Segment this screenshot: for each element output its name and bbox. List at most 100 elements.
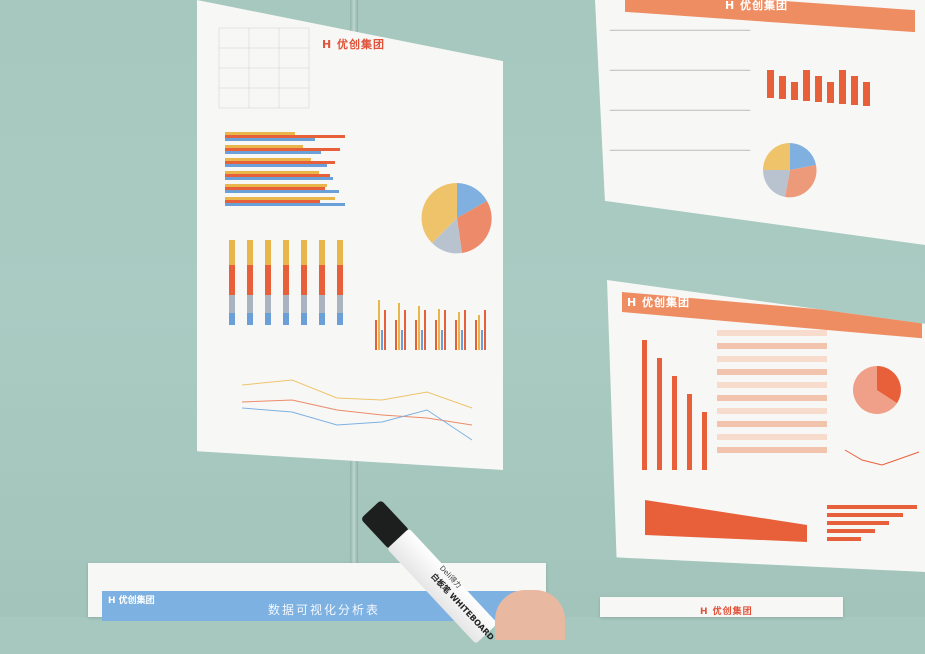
decor-mark xyxy=(464,310,466,350)
decor-mark xyxy=(229,240,235,265)
decor-mark xyxy=(609,149,751,151)
decor-mark xyxy=(717,356,827,362)
decor-mark xyxy=(791,82,798,100)
hand xyxy=(495,590,565,640)
decor-mark xyxy=(609,109,751,111)
decor-mark xyxy=(225,174,330,177)
decor-mark xyxy=(441,330,443,350)
decor-mark xyxy=(229,295,235,313)
decor-mark xyxy=(337,240,343,265)
decor-mark xyxy=(265,240,271,265)
decor-mark xyxy=(827,505,917,509)
decor-mark xyxy=(642,340,647,470)
decor-mark xyxy=(863,82,870,106)
decor-mark xyxy=(717,434,827,440)
decor-mark xyxy=(265,265,271,295)
decor-mark xyxy=(424,310,426,350)
decor-mark xyxy=(779,76,786,99)
decor-mark xyxy=(319,295,325,313)
sheet-title: 数据可视化分析表 xyxy=(268,603,381,617)
decor-mark xyxy=(247,265,253,295)
decor-mark xyxy=(247,240,253,265)
decor-mark xyxy=(401,330,403,350)
decor-mark xyxy=(767,70,774,98)
decor-mark xyxy=(301,313,307,325)
decor-mark xyxy=(283,313,289,325)
company-logo: H 优创集团 xyxy=(627,296,691,309)
decor-mark xyxy=(225,190,339,193)
decor-mark xyxy=(381,330,383,350)
decor-mark xyxy=(827,82,834,103)
decor-mark xyxy=(717,382,827,388)
decor-mark xyxy=(225,197,335,200)
decor-mark xyxy=(225,161,335,164)
decor-mark xyxy=(827,529,875,533)
decor-mark xyxy=(717,343,827,349)
chart-graphics xyxy=(642,330,920,542)
decor-mark xyxy=(418,306,420,350)
decor-mark xyxy=(225,135,345,138)
decor-mark xyxy=(815,76,822,102)
decor-mark xyxy=(444,310,446,350)
decor-mark xyxy=(319,313,325,325)
decor-mark xyxy=(225,177,333,180)
decor-mark xyxy=(225,164,327,167)
decor-mark xyxy=(839,70,846,104)
decor-mark xyxy=(247,295,253,313)
decor-mark xyxy=(225,138,315,141)
decor-mark xyxy=(672,376,677,470)
decor-mark xyxy=(461,330,463,350)
decor-mark xyxy=(827,537,861,541)
decor-mark xyxy=(229,313,235,325)
decor-mark xyxy=(827,521,889,525)
printed-chart-sheet-top-right: H 优创集团 xyxy=(595,0,925,245)
decor-mark xyxy=(225,148,340,151)
chart-graphics xyxy=(609,29,870,198)
decor-mark xyxy=(717,330,827,336)
decor-mark xyxy=(247,313,253,325)
decor-mark xyxy=(702,412,707,470)
company-logo: H 优创集团 xyxy=(700,607,753,617)
decor-mark xyxy=(225,158,311,161)
decor-mark xyxy=(717,421,827,427)
decor-mark xyxy=(717,447,827,453)
decor-mark xyxy=(657,358,662,470)
decor-mark xyxy=(484,310,486,350)
chart-graphics xyxy=(218,27,492,441)
company-logo: H 优创集团 xyxy=(322,38,386,51)
decor-mark xyxy=(265,313,271,325)
decor-mark xyxy=(803,70,810,101)
decor-mark xyxy=(301,265,307,295)
decor-mark xyxy=(375,320,377,350)
decor-mark xyxy=(384,310,386,350)
decor-mark xyxy=(827,513,903,517)
decor-mark xyxy=(378,300,380,350)
decor-mark xyxy=(851,76,858,105)
decor-mark xyxy=(609,29,751,31)
decor-mark xyxy=(404,310,406,350)
decor-mark xyxy=(319,265,325,295)
decor-mark xyxy=(301,240,307,265)
decor-mark xyxy=(265,295,271,313)
printed-sheet-bottom-right: H 优创集团 xyxy=(600,597,843,617)
company-logo: H 优创集团 xyxy=(108,596,155,606)
printed-chart-sheet-left: H 优创集团 xyxy=(197,0,503,470)
decor-mark xyxy=(395,320,397,350)
printed-chart-sheet-middle-right: H 优创集团 xyxy=(607,280,925,572)
decor-mark xyxy=(337,313,343,325)
decor-mark xyxy=(398,303,400,350)
decor-mark xyxy=(435,320,437,350)
decor-mark xyxy=(455,320,457,350)
decor-mark xyxy=(421,330,423,350)
decor-mark xyxy=(717,408,827,414)
decor-mark xyxy=(283,265,289,295)
decor-mark xyxy=(225,132,295,135)
decor-mark xyxy=(438,309,440,350)
decor-mark xyxy=(717,369,827,375)
decor-mark xyxy=(229,265,235,295)
decor-mark xyxy=(717,395,827,401)
decor-mark xyxy=(609,69,751,71)
decor-mark xyxy=(337,295,343,313)
decor-mark xyxy=(225,200,320,203)
decor-mark xyxy=(319,240,325,265)
